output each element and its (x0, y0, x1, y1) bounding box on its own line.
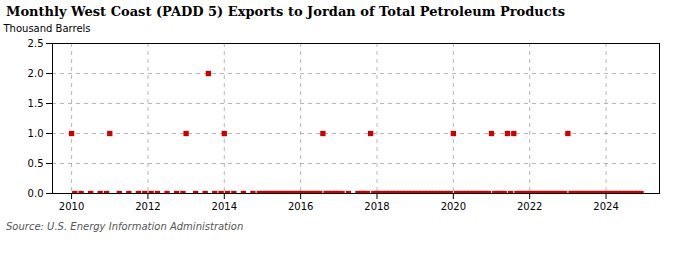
svg-text:2024: 2024 (593, 201, 618, 212)
html-text:Monthly West Coast (PADD 5) Ex: Monthly West Coast (PADD 5) Exports to J… (6, 4, 566, 19)
html-text:Source: U.S. Energy Informatio: Source: U.S. Energy Information Administ… (6, 221, 244, 232)
svg-text:0.0: 0.0 (28, 188, 44, 199)
svg-text:1.5: 1.5 (28, 98, 44, 109)
svg-text:2010: 2010 (59, 201, 84, 212)
svg-text:2022: 2022 (517, 201, 542, 212)
svg-text:1.0: 1.0 (28, 128, 44, 139)
svg-text:Thousand Barrels: Thousand Barrels (3, 23, 91, 34)
svg-text:2.5: 2.5 (28, 38, 44, 49)
svg-text:2020: 2020 (441, 201, 466, 212)
svg-text:2016: 2016 (288, 201, 313, 212)
svg-text:2018: 2018 (364, 201, 389, 212)
svg-text:0.5: 0.5 (28, 158, 44, 169)
svg-text:2012: 2012 (135, 201, 160, 212)
svg-text:2014: 2014 (212, 201, 237, 212)
svg-text:2.0: 2.0 (28, 68, 44, 79)
